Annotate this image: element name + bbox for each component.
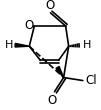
Polygon shape bbox=[56, 66, 64, 78]
Text: H: H bbox=[83, 40, 91, 50]
Text: O: O bbox=[46, 0, 55, 12]
Text: H: H bbox=[5, 40, 13, 50]
Text: Cl: Cl bbox=[86, 74, 97, 87]
Text: O: O bbox=[24, 19, 33, 32]
Text: O: O bbox=[47, 94, 56, 107]
Polygon shape bbox=[15, 43, 29, 47]
